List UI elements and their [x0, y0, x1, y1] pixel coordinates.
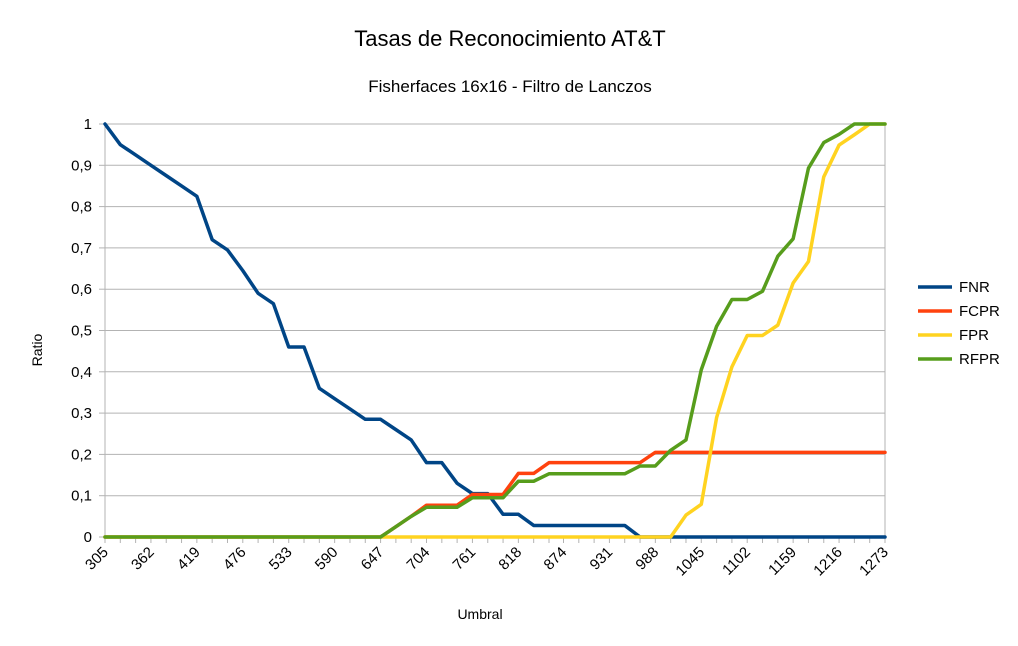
- y-tick-label: 0,9: [71, 157, 92, 174]
- chart-title: Tasas de Reconocimiento AT&T: [354, 26, 665, 51]
- x-tick-label: 704: [404, 544, 434, 574]
- x-tick-label: 305: [82, 544, 112, 574]
- x-tick-label: 1045: [672, 544, 708, 580]
- y-tick-label: 0,7: [71, 240, 92, 257]
- y-tick-label: 0,6: [71, 281, 92, 298]
- y-axis-ticks: 0 0,1 0,2 0,3 0,4 0,5 0,6 0,7 0,8 0,9 1: [71, 116, 92, 546]
- y-tick-label: 0,4: [71, 364, 92, 381]
- x-tick-label: 647: [358, 544, 388, 574]
- x-tick-label: 818: [495, 544, 525, 574]
- x-axis-ticks: 305 362 419 476 533 590 647 704 761 818 874 931 988 1…: [82, 544, 892, 580]
- gridlines: [99, 123, 886, 543]
- chart-subtitle: Fisherfaces 16x16 - Filtro de Lanczos: [368, 77, 651, 96]
- legend-label-rfpr: RFPR: [959, 351, 1000, 368]
- x-tick-label: 1216: [810, 544, 846, 580]
- series-lines: [103, 122, 887, 539]
- series-line-rfpr: [103, 122, 887, 539]
- y-tick-label: 0,1: [71, 488, 92, 505]
- x-tick-label: 874: [541, 544, 571, 574]
- y-tick-label: 0,5: [71, 323, 92, 340]
- x-tick-label: 1159: [765, 544, 800, 579]
- x-tick-label: 1273: [856, 544, 892, 580]
- series-line-fcpr: [103, 450, 887, 539]
- x-tick-label: 533: [266, 544, 296, 574]
- y-tick-label: 0,2: [71, 446, 92, 463]
- x-tick-label: 419: [174, 544, 204, 574]
- y-tick-label: 1: [84, 116, 92, 133]
- y-axis-label: Ratio: [29, 333, 45, 366]
- y-tick-label: 0,3: [71, 405, 92, 422]
- legend-label-fpr: FPR: [959, 327, 989, 344]
- series-line-fnr: [103, 122, 887, 539]
- legend-label-fcpr: FCPR: [959, 303, 1000, 320]
- y-tick-label: 0: [84, 529, 92, 546]
- x-tick-label: 931: [587, 544, 617, 574]
- x-tick-label: 362: [128, 544, 158, 574]
- x-tick-label: 1102: [719, 544, 754, 579]
- x-tick-label: 761: [450, 544, 480, 574]
- legend-label-fnr: FNR: [959, 279, 990, 296]
- y-tick-label: 0,8: [71, 199, 92, 216]
- x-tick-label: 988: [632, 544, 662, 574]
- x-tick-label: 476: [220, 544, 250, 574]
- x-axis-label: Umbral: [457, 606, 502, 622]
- x-tick-label: 590: [312, 544, 342, 574]
- legend: FNR FCPR FPR RFPR: [918, 279, 1000, 368]
